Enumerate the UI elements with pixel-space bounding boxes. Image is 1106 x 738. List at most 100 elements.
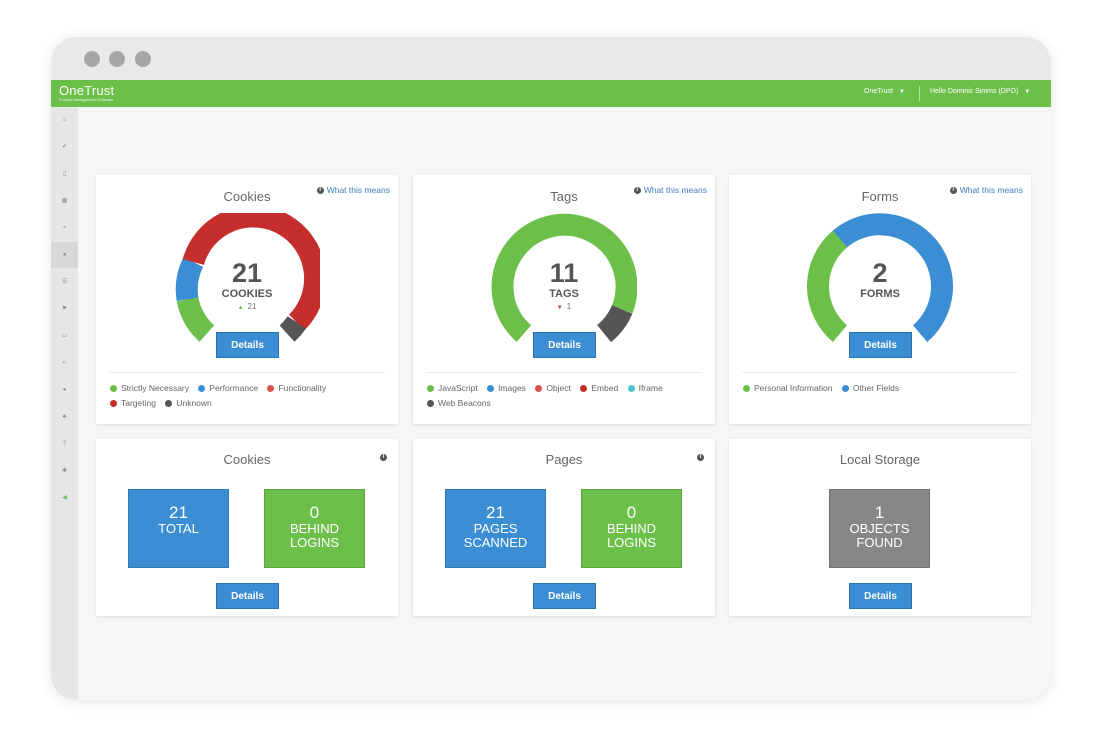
what-this-means-label: What this means: [643, 185, 707, 195]
details-button[interactable]: Details: [533, 332, 596, 358]
tile-label: LOGINS: [289, 535, 340, 550]
tile-label: FOUND: [856, 535, 903, 550]
cookies-behind-logins-tile[interactable]: 0 BEHIND LOGINS: [264, 489, 365, 568]
what-this-means-link[interactable]: i What this means: [633, 185, 707, 195]
legend-item[interactable]: Performance: [198, 383, 258, 393]
legend-item[interactable]: Targeting: [110, 398, 156, 408]
settings-icon[interactable]: ✱: [61, 468, 68, 474]
info-icon[interactable]: i: [697, 449, 707, 467]
gauge-segment-targeting[interactable]: [182, 213, 320, 331]
megaphone-icon[interactable]: ◀: [62, 495, 67, 501]
triangle-down-icon: ▼: [556, 305, 563, 311]
check-icon[interactable]: ✔: [61, 144, 68, 150]
legend-item[interactable]: Object: [535, 383, 571, 393]
folder-icon[interactable]: ▭: [61, 333, 68, 339]
what-this-means-label: What this means: [326, 185, 390, 195]
details-button[interactable]: Details: [533, 583, 596, 609]
legend-dot: [841, 385, 849, 392]
cookies-card: Cookies i What this means 21 COOKIES ▲ 21 …: [96, 175, 398, 424]
triangle-up-icon: ▲: [237, 305, 244, 311]
legend-item[interactable]: JavaScript: [427, 383, 478, 393]
details-button[interactable]: Details: [216, 583, 279, 609]
legend-label: Web Beacons: [438, 398, 491, 408]
legend-item[interactable]: Embed: [580, 383, 618, 393]
details-button[interactable]: Details: [849, 583, 912, 609]
what-this-means-link[interactable]: i What this means: [949, 185, 1023, 195]
info-icon: i: [949, 187, 957, 195]
objects-found-tile[interactable]: 1 OBJECTS FOUND: [829, 489, 930, 568]
help-icon[interactable]: ?: [62, 441, 67, 447]
details-button[interactable]: Details: [216, 332, 279, 358]
tags-gauge: [491, 213, 637, 343]
total-cookies-tile[interactable]: 21 TOTAL: [128, 489, 229, 568]
window-control-dot[interactable]: [135, 51, 151, 67]
legend-item[interactable]: Other Fields: [841, 383, 900, 393]
legend-dot: [743, 385, 750, 392]
org-dropdown-label: OneTrust: [864, 88, 893, 95]
gauge-segment-javascript[interactable]: [491, 213, 637, 342]
window-control-dot[interactable]: [109, 51, 125, 67]
legend-item[interactable]: Web Beacons: [427, 398, 491, 408]
legend-item[interactable]: Unknown: [165, 398, 212, 408]
gauge-segment-performance[interactable]: [175, 257, 204, 301]
tile-label: TOTAL: [158, 521, 199, 536]
legend-dot: [427, 400, 434, 407]
brand-logo[interactable]: OneTrust: [59, 83, 115, 98]
tile-label: LOGINS: [606, 535, 657, 550]
gauge-unit: FORMS: [860, 288, 900, 300]
card-divider: [426, 372, 702, 373]
gauge-segment-web-beacons[interactable]: [596, 304, 633, 343]
legend: JavaScript Images Object Embed Iframe We…: [427, 383, 717, 413]
code-icon[interactable]: ‹›: [62, 360, 67, 366]
user-icon[interactable]: ●: [62, 387, 67, 393]
legend-dot: [110, 400, 117, 407]
gauge-segment-personal-information[interactable]: [807, 230, 848, 342]
legend-dot: [267, 385, 275, 392]
list-icon[interactable]: ☰: [61, 279, 68, 285]
window-control-dot[interactable]: [84, 51, 100, 67]
info-icon[interactable]: i: [380, 449, 390, 467]
user-dropdown-label: Hello Dominic Simms (DPO): [930, 88, 1019, 95]
card-title: Cookies: [223, 189, 271, 204]
sidebar: ⌂ ✔ ▯ ▦ ◓ ● ☰ ⚑ ▭ ‹› ● ♣ ? ✱ ◀: [51, 107, 78, 700]
tile-label: OBJECTS: [849, 521, 910, 536]
pages-behind-logins-tile[interactable]: 0 BEHIND LOGINS: [581, 489, 682, 568]
gauge-value: 21: [231, 258, 263, 288]
legend-item[interactable]: Personal Information: [743, 383, 832, 393]
details-button[interactable]: Details: [849, 332, 912, 358]
legend-label: Unknown: [176, 398, 212, 408]
home-icon[interactable]: ⌂: [62, 117, 67, 123]
gauge-unit: TAGS: [549, 288, 579, 300]
browser-window: OneTrust Privacy Management Software One…: [51, 37, 1051, 700]
grid-icon[interactable]: ▦: [61, 198, 68, 204]
gauge-value: 11: [549, 258, 579, 288]
gauge-segment-other-fields[interactable]: [832, 213, 953, 342]
what-this-means-link[interactable]: i What this means: [316, 185, 390, 195]
globe-icon[interactable]: ●: [51, 242, 78, 268]
legend-dot: [165, 400, 173, 407]
tile-number: 0: [626, 503, 637, 522]
legend-item[interactable]: Images: [487, 383, 526, 393]
user-dropdown[interactable]: Hello Dominic Simms (DPO) ▼: [930, 88, 1030, 95]
group-icon[interactable]: ♣: [62, 414, 67, 420]
flag-icon[interactable]: ⚑: [61, 306, 68, 312]
card-divider: [742, 372, 1018, 373]
dashboard-icon[interactable]: ◓: [62, 225, 67, 231]
gauge-segment-strictly-necessary[interactable]: [176, 296, 215, 342]
chevron-down-icon: ▼: [1024, 89, 1031, 95]
legend-dot: [198, 385, 206, 392]
document-icon[interactable]: ▯: [62, 171, 67, 177]
pages-scanned-tile[interactable]: 21 PAGES SCANNED: [445, 489, 546, 568]
legend-label: Targeting: [121, 398, 156, 408]
forms-gauge: [807, 213, 953, 342]
gauge-segment-unknown[interactable]: [279, 315, 306, 342]
tile-number: 1: [874, 503, 885, 522]
legend-item[interactable]: Strictly Necessary: [110, 383, 189, 393]
org-dropdown[interactable]: OneTrust ▼: [864, 88, 905, 95]
legend-item[interactable]: Iframe: [627, 383, 663, 393]
tile-label: PAGES: [473, 521, 518, 536]
info-icon: i: [316, 187, 324, 195]
legend-item[interactable]: Functionality: [267, 383, 326, 393]
legend-label: Other Fields: [852, 383, 900, 393]
legend-label: Functionality: [278, 383, 327, 393]
